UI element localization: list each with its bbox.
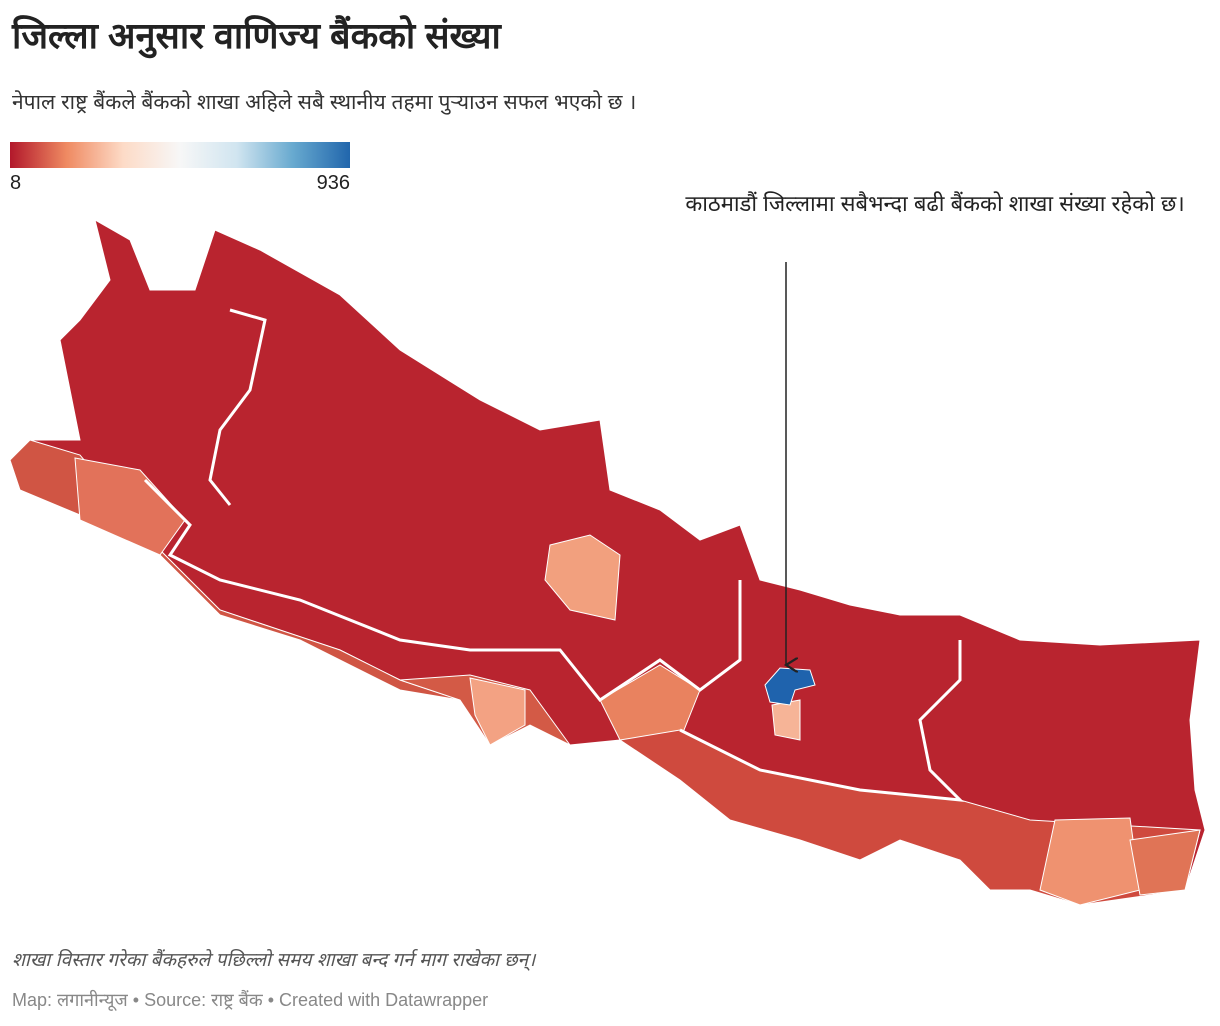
district (771, 699, 801, 741)
note: शाखा विस्तार गरेका बैंकहरुले पछिल्लो समय… (12, 950, 536, 971)
footer: Map: लगानीन्यूज • Source: राष्ट्र बैंक •… (12, 990, 489, 1010)
district (469, 677, 526, 746)
district (1039, 817, 1141, 906)
district (544, 534, 621, 621)
subtitle: नेपाल राष्ट्र बैंकले बैंकको शाखा अहिले स… (12, 91, 637, 114)
legend-min: 8 (10, 172, 22, 194)
district (599, 664, 701, 741)
annotation: काठमाडौं जिल्लामा सबैभन्दा बढी बैंकको शा… (685, 191, 1185, 216)
province-border (208, 308, 267, 506)
district (1129, 829, 1201, 896)
legend-max: 936 (316, 172, 350, 194)
province-border (143, 478, 742, 703)
title: जिल्ला अनुसार वाणिज्य बैंकको संख्या (12, 15, 501, 56)
district (74, 457, 186, 556)
province-border (679, 640, 965, 802)
legend-gradient (10, 142, 350, 168)
